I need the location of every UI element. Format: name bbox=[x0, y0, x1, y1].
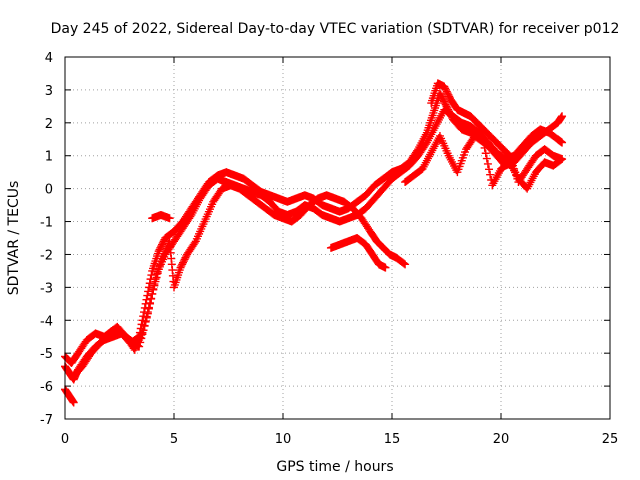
x-tick-label: 10 bbox=[275, 432, 292, 447]
series-track-c bbox=[69, 181, 410, 381]
data-point-interp bbox=[190, 238, 199, 247]
data-point-interp bbox=[483, 159, 492, 168]
data-point-interp bbox=[144, 287, 153, 296]
x-tick-labels: 0 5 10 15 20 25 bbox=[61, 432, 618, 447]
series-track-a bbox=[61, 89, 567, 368]
y-tick-label: -4 bbox=[40, 314, 53, 329]
data-point-interp bbox=[145, 279, 154, 288]
data-point-interp bbox=[141, 317, 150, 326]
data-point-interp bbox=[504, 150, 513, 159]
data-point-interp bbox=[144, 283, 153, 292]
x-axis-label: GPS time / hours bbox=[276, 459, 393, 475]
data-point-interp bbox=[153, 269, 162, 278]
y-tick-label: -7 bbox=[40, 413, 53, 428]
axis-ticks bbox=[64, 56, 611, 420]
y-tick-label: 4 bbox=[45, 51, 53, 66]
data-point-interp bbox=[147, 294, 156, 303]
data-point-interp bbox=[152, 273, 161, 282]
data-point-interp bbox=[155, 261, 164, 270]
x-tick-label: 5 bbox=[170, 432, 178, 447]
y-tick-label: -3 bbox=[40, 281, 53, 296]
y-tick-label: 0 bbox=[45, 183, 53, 198]
data-point-interp bbox=[486, 170, 495, 179]
series-track-e bbox=[148, 79, 567, 223]
y-tick-labels: -7 -6 -5 -4 -3 -2 -1 0 1 2 3 4 bbox=[40, 51, 53, 428]
y-tick-label: 2 bbox=[45, 117, 53, 132]
data-point bbox=[558, 155, 567, 164]
y-tick-label: -5 bbox=[40, 347, 53, 362]
data-point-interp bbox=[143, 308, 152, 317]
x-tick-label: 20 bbox=[493, 432, 510, 447]
data-point-interp bbox=[485, 165, 494, 174]
data-point bbox=[381, 263, 390, 272]
data-point bbox=[165, 214, 174, 223]
data-point-interp bbox=[504, 150, 513, 159]
data-point-interp bbox=[149, 285, 158, 294]
y-tick-label: 3 bbox=[45, 84, 53, 99]
data-point-interp bbox=[478, 137, 487, 146]
chart-title: Day 245 of 2022, Sidereal Day-to-day VTE… bbox=[51, 21, 620, 37]
data-point-interp bbox=[150, 281, 159, 290]
data-marks bbox=[61, 79, 567, 407]
data-point bbox=[69, 398, 78, 407]
x-tick-label: 0 bbox=[61, 432, 69, 447]
x-tick-label: 25 bbox=[602, 432, 619, 447]
data-point-interp bbox=[482, 154, 491, 163]
data-point-interp bbox=[146, 298, 155, 307]
y-tick-label: -6 bbox=[40, 380, 53, 395]
data-point bbox=[148, 289, 157, 298]
y-tick-label: -2 bbox=[40, 248, 53, 263]
grid bbox=[65, 57, 610, 419]
data-point-interp bbox=[481, 149, 490, 158]
data-point bbox=[139, 326, 148, 335]
data-point-interp bbox=[151, 277, 160, 286]
data-point bbox=[558, 138, 567, 147]
data-point bbox=[558, 112, 567, 121]
x-tick-label: 15 bbox=[384, 432, 401, 447]
data-point-interp bbox=[399, 259, 408, 268]
plot-frame bbox=[64, 56, 611, 420]
series-track-d bbox=[61, 234, 390, 407]
data-point-interp bbox=[154, 265, 163, 274]
data-point bbox=[401, 260, 410, 269]
data-point bbox=[479, 138, 488, 147]
y-tick-label: 1 bbox=[45, 150, 53, 165]
data-point-interp bbox=[144, 303, 153, 312]
y-axis-label: SDTVAR / TECUs bbox=[6, 181, 22, 296]
data-point-interp bbox=[142, 312, 151, 321]
data-point-interp bbox=[147, 271, 156, 280]
series-track-f bbox=[401, 131, 567, 193]
y-tick-label: -1 bbox=[40, 216, 53, 231]
data-point-interp bbox=[140, 321, 149, 330]
data-point-interp bbox=[480, 143, 489, 152]
data-point-interp bbox=[556, 155, 565, 164]
